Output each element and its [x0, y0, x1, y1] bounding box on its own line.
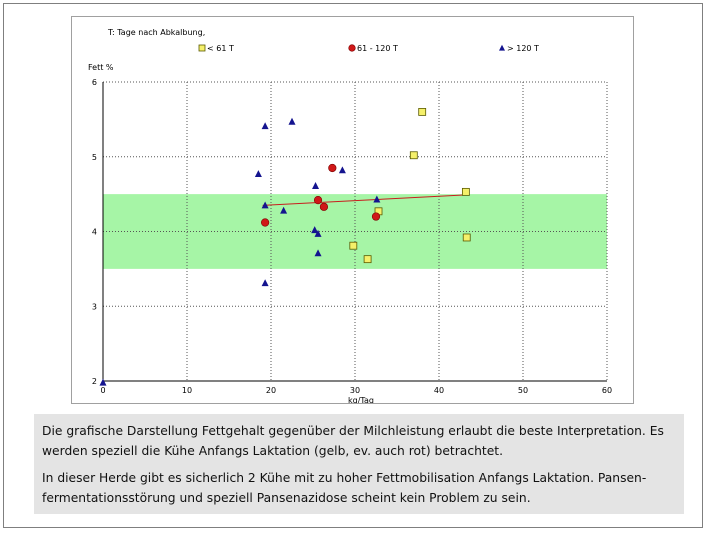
y-tick-label: 5 — [92, 153, 97, 162]
data-point — [288, 117, 296, 125]
x-tick-label: 20 — [266, 386, 276, 395]
y-tick-label: 2 — [92, 377, 97, 386]
chart-note: T: Tage nach Abkalbung, — [107, 28, 205, 37]
chart-panel: 0 10 20 30 40 50 60 2 3 4 5 6 Fett % kg/Tag T: Tage na… — [71, 16, 634, 404]
data-point — [254, 170, 262, 178]
x-tick-label: 0 — [100, 386, 105, 395]
legend-label: > 120 T — [507, 44, 539, 53]
description-paragraph-2: In dieser Herde gibt es sicherlich 2 Küh… — [42, 471, 647, 505]
description-paragraph-1: Die grafische Darstellung Fettgehalt geg… — [42, 424, 664, 458]
data-point — [319, 202, 329, 211]
y-tick-label: 4 — [92, 228, 97, 237]
data-point — [261, 201, 269, 209]
data-point — [261, 279, 269, 287]
data-point — [313, 196, 323, 205]
data-point — [363, 255, 372, 264]
x-tick-label: 40 — [434, 386, 444, 395]
data-point — [99, 378, 107, 386]
data-point — [418, 108, 427, 116]
data-point — [312, 182, 320, 189]
x-tick-label: 30 — [350, 386, 360, 395]
x-axis-label: kg/Tag — [348, 396, 374, 403]
y-axis-label: Fett % — [88, 63, 114, 72]
y-tick-label: 3 — [92, 302, 97, 311]
data-point — [280, 206, 288, 214]
description-box: Die grafische Darstellung Fettgehalt geg… — [34, 414, 684, 514]
data-point — [373, 195, 381, 203]
data-point — [461, 187, 470, 196]
data-point — [314, 229, 322, 237]
data-point — [328, 163, 337, 173]
data-point — [261, 122, 269, 130]
x-tick-label: 10 — [182, 386, 192, 395]
data-point — [462, 233, 471, 242]
data-point — [261, 218, 270, 227]
data-point — [314, 249, 322, 257]
legend-label: 61 - 120 T — [357, 44, 398, 53]
scatter-chart: 0 10 20 30 40 50 60 2 3 4 5 6 Fett % kg/Tag T: Tage na… — [88, 28, 612, 403]
legend-label: < 61 T — [207, 44, 234, 53]
legend-marker — [499, 44, 505, 51]
data-point — [371, 212, 381, 221]
trend-line — [262, 194, 466, 206]
data-point — [311, 226, 319, 234]
data-point — [409, 151, 418, 160]
x-tick-label: 60 — [602, 386, 612, 395]
data-point — [349, 241, 358, 250]
data-point — [338, 166, 346, 174]
legend-marker — [198, 44, 206, 52]
legend-marker — [348, 44, 356, 52]
y-tick-label: 6 — [92, 78, 97, 87]
x-tick-label: 50 — [518, 386, 528, 395]
